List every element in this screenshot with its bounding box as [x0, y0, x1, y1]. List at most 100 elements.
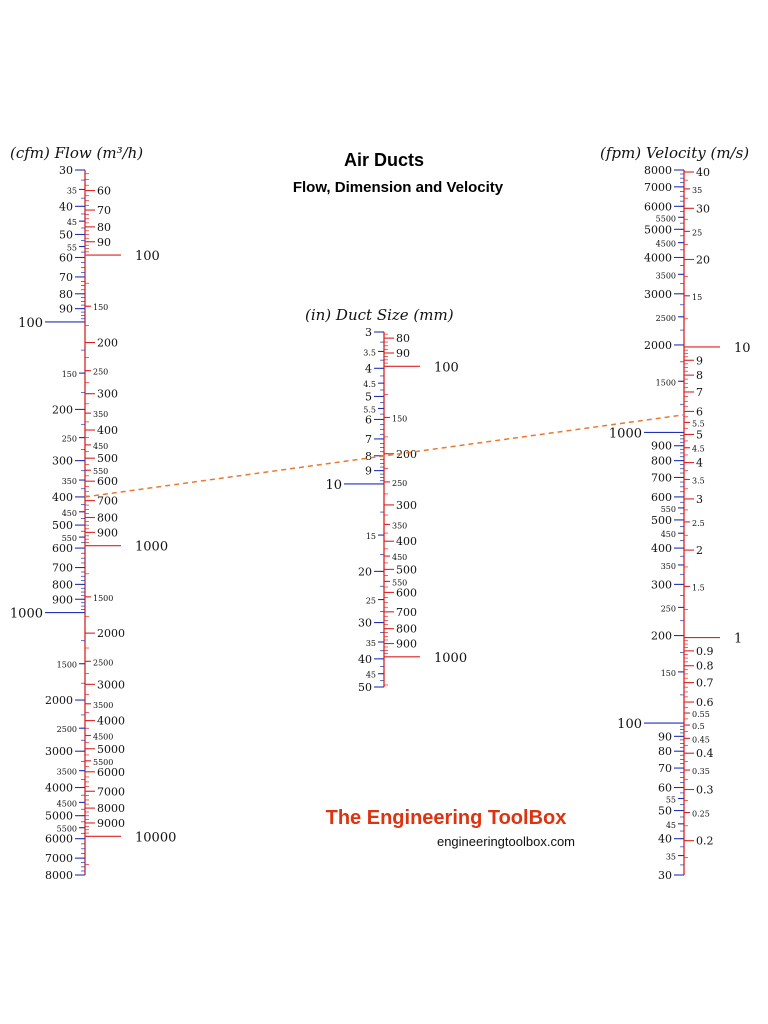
velocity-right-label: 30	[696, 202, 710, 215]
velocity-left-label: 900	[651, 440, 672, 453]
velocity-left-label: 5500	[656, 214, 676, 223]
velocity-left-label: 700	[651, 471, 672, 484]
flow-right-label: 550	[93, 467, 108, 476]
velocity-left-label: 35	[666, 853, 676, 862]
velocity-right-label: 20	[696, 253, 710, 266]
flow-right-label: 9000	[97, 817, 125, 830]
flow-left-label: 55	[67, 243, 77, 252]
flow-right-label: 500	[97, 452, 118, 465]
duct-right-label: 1000	[434, 651, 467, 666]
velocity-right-label: 0.45	[692, 735, 710, 744]
duct-left-label: 5	[365, 390, 372, 403]
velocity-right-label: 5.5	[692, 419, 705, 428]
velocity-left-label: 4500	[656, 240, 676, 249]
flow-left-label: 900	[52, 593, 73, 606]
duct-left-label: 3	[365, 326, 372, 339]
flow-right-label: 600	[97, 475, 118, 488]
velocity-right-label: 3.5	[692, 476, 705, 485]
velocity-left-label: 400	[651, 542, 672, 555]
flow-right-label: 350	[93, 410, 108, 419]
velocity-right-label: 9	[696, 354, 703, 367]
velocity-left-label: 40	[658, 833, 672, 846]
flow-right-label: 60	[97, 185, 111, 198]
velocity-left-label: 800	[651, 455, 672, 468]
flow-left-label: 4500	[57, 799, 77, 808]
flow-left-label: 80	[59, 288, 73, 301]
flow-left-label: 6000	[45, 833, 73, 846]
flow-left-label: 150	[62, 370, 77, 379]
duct-right-label: 90	[396, 347, 410, 360]
velocity-right-label: 0.4	[696, 747, 714, 760]
flow-right-label: 3500	[93, 701, 113, 710]
velocity-right-label: 35	[692, 186, 702, 195]
flow-scale: 3035404550556070809010015020025030035040…	[10, 164, 176, 882]
velocity-right-label: 1	[734, 632, 742, 647]
duct-left-label: 4.5	[363, 380, 376, 389]
flow-left-label: 4000	[45, 782, 73, 795]
velocity-right-label: 0.9	[696, 645, 714, 658]
velocity-left-label: 350	[661, 562, 676, 571]
flow-left-label: 250	[62, 435, 77, 444]
flow-right-label: 100	[135, 249, 160, 264]
velocity-left-label: 100	[617, 717, 642, 732]
velocity-right-label: 2	[696, 544, 703, 557]
flow-right-label: 250	[93, 368, 108, 377]
duct-right-label: 550	[392, 578, 407, 587]
duct-right-label: 350	[392, 521, 407, 530]
velocity-left-label: 70	[658, 762, 672, 775]
duct-left-label: 7	[365, 433, 372, 446]
flow-left-label: 450	[62, 509, 77, 518]
flow-right-label: 900	[97, 526, 118, 539]
velocity-left-label: 550	[661, 505, 676, 514]
velocity-left-label: 50	[658, 805, 672, 818]
flow-left-label: 5000	[45, 810, 73, 823]
duct-left-label: 5.5	[363, 405, 376, 414]
flow-left-label: 700	[52, 562, 73, 575]
page-subtitle: Flow, Dimension and Velocity	[293, 179, 504, 196]
flow-left-label: 30	[59, 164, 73, 177]
flow-left-label: 200	[52, 403, 73, 416]
velocity-right-label: 0.6	[696, 696, 714, 709]
duct-left-label: 50	[358, 681, 372, 694]
velocity-right-label: 8	[696, 369, 703, 382]
duct-left-label: 9	[365, 465, 372, 478]
flow-right-label: 1500	[93, 594, 113, 603]
duct-left-label: 15	[366, 532, 376, 541]
flow-right-label: 1000	[135, 540, 168, 555]
duct-right-label: 150	[392, 414, 407, 423]
flow-left-label: 2500	[57, 725, 77, 734]
velocity-right-label: 0.5	[692, 722, 705, 731]
flow-left-label: 350	[62, 477, 77, 486]
duct-right-label: 600	[396, 586, 417, 599]
flow-right-label: 400	[97, 424, 118, 437]
velocity-right-label: 0.35	[692, 767, 710, 776]
velocity-left-label: 2500	[656, 314, 676, 323]
velocity-left-label: 2000	[644, 339, 672, 352]
flow-left-label: 70	[59, 271, 73, 284]
flow-right-label: 3000	[97, 678, 125, 691]
flow-right-label: 5500	[93, 758, 113, 767]
velocity-left-label: 300	[651, 578, 672, 591]
example-index-line	[84, 414, 685, 498]
flow-right-label: 90	[97, 236, 111, 249]
flow-left-label: 3500	[57, 768, 77, 777]
velocity-scale-title: (fpm) Velocity (m/s)	[600, 144, 749, 162]
flow-left-label: 40	[59, 200, 73, 213]
velocity-left-label: 30	[658, 869, 672, 882]
flow-left-label: 550	[62, 534, 77, 543]
duct-left-label: 45	[366, 671, 376, 680]
velocity-left-label: 600	[651, 491, 672, 504]
duct-left-label: 35	[366, 639, 376, 648]
flow-right-label: 6000	[97, 766, 125, 779]
flow-right-label: 200	[97, 337, 118, 350]
velocity-left-label: 7000	[644, 181, 672, 194]
duct-left-label: 25	[366, 597, 376, 606]
flow-right-label: 450	[93, 442, 108, 451]
duct-right-label: 400	[396, 535, 417, 548]
velocity-right-label: 4.5	[692, 445, 705, 454]
velocity-left-label: 3500	[656, 271, 676, 280]
velocity-right-label: 15	[692, 293, 702, 302]
velocity-left-label: 60	[658, 782, 672, 795]
